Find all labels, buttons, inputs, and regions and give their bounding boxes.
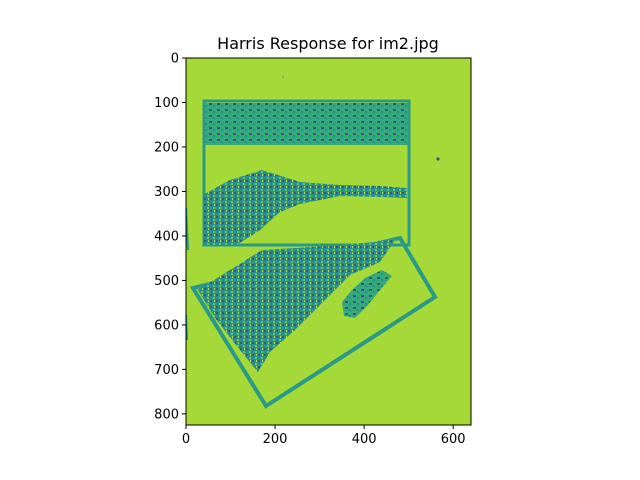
y-tick-label: 700 bbox=[154, 363, 179, 378]
y-tick-label: 200 bbox=[154, 140, 179, 155]
chart-title: Harris Response for im2.jpg bbox=[217, 34, 439, 53]
y-tick-label: 600 bbox=[154, 318, 179, 333]
x-tick-label: 400 bbox=[352, 432, 377, 447]
y-tick-label: 300 bbox=[154, 185, 179, 200]
x-tick-label: 600 bbox=[441, 432, 466, 447]
y-tick-label: 0 bbox=[171, 52, 179, 67]
y-axis: 0 100 200 300 400 500 600 700 800 bbox=[154, 52, 186, 422]
response-dot bbox=[436, 157, 440, 161]
response-middle-band bbox=[203, 170, 407, 246]
response-dot-2 bbox=[281, 75, 285, 79]
y-tick-label: 500 bbox=[154, 274, 179, 289]
y-tick-label: 400 bbox=[154, 229, 179, 244]
x-tick-label: 0 bbox=[182, 432, 190, 447]
response-lower-hand bbox=[342, 270, 392, 318]
axes-frame bbox=[185, 57, 472, 426]
harris-heatmap bbox=[186, 58, 471, 425]
y-tick-label: 100 bbox=[154, 96, 179, 111]
x-axis: 0 200 400 600 bbox=[182, 425, 466, 447]
y-tick-label: 800 bbox=[154, 407, 179, 422]
response-upper-box-outline bbox=[202, 99, 411, 247]
x-tick-label: 200 bbox=[263, 432, 288, 447]
response-upper-band bbox=[205, 103, 408, 145]
response-lower-fill bbox=[198, 240, 395, 372]
